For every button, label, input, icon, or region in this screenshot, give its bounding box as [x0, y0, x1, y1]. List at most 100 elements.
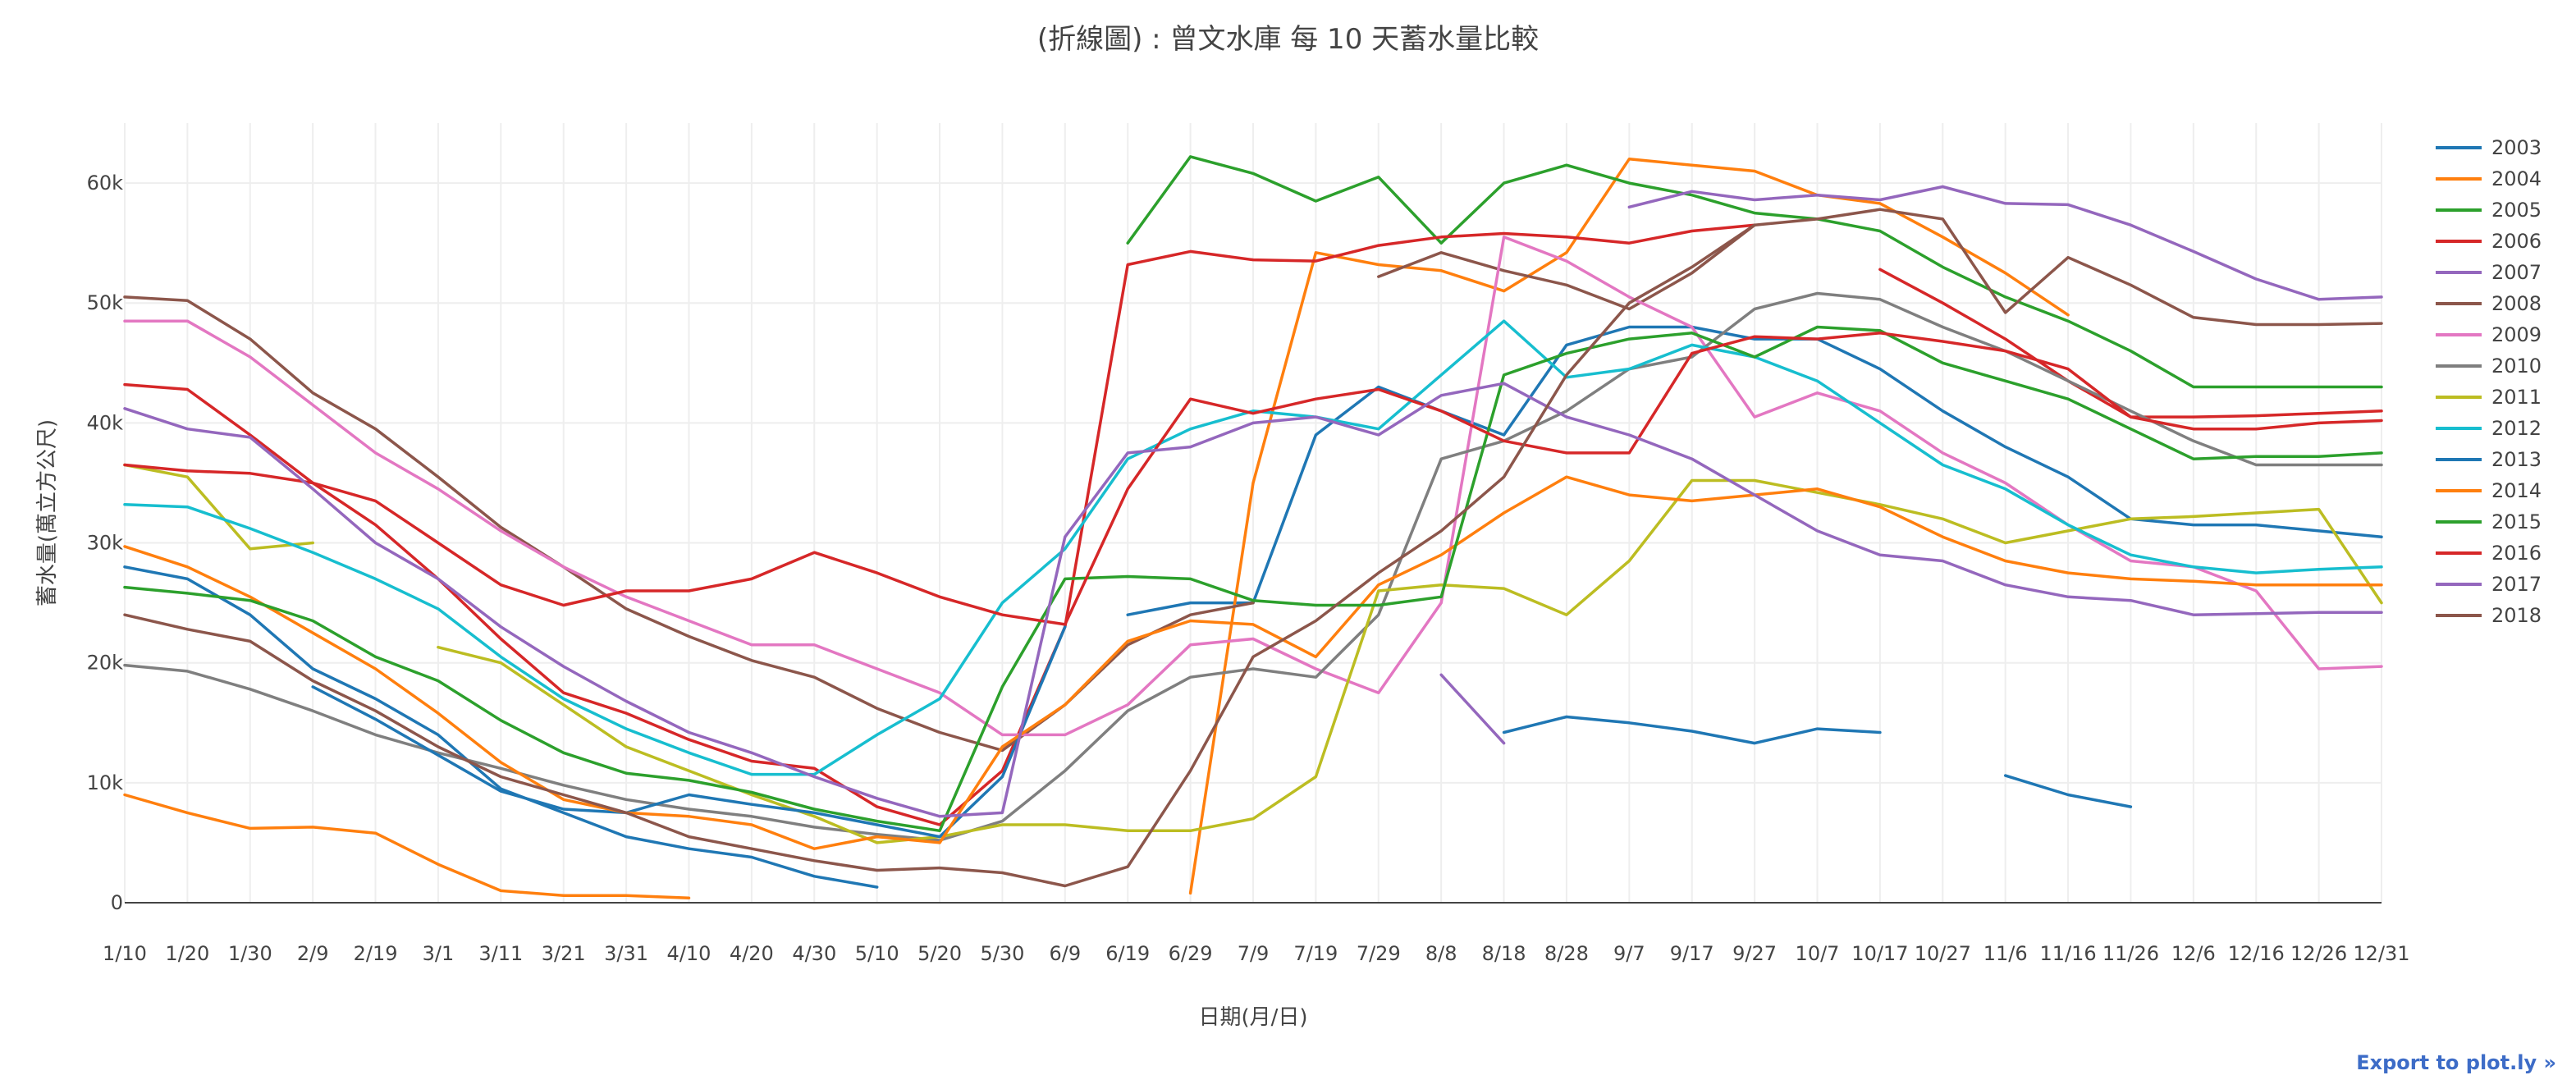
- series-line-2003[interactable]: [123, 565, 879, 889]
- legend-label: 2003: [2491, 136, 2542, 159]
- series-line-2005[interactable]: [1126, 155, 2383, 389]
- x-tick-label: 5/10: [855, 942, 899, 965]
- legend-label: 2013: [2491, 448, 2542, 471]
- series-2015[interactable]: [123, 325, 2383, 833]
- legend-item-2005[interactable]: 2005: [2436, 199, 2542, 222]
- series-line-2009[interactable]: [123, 236, 2383, 737]
- x-tick-label: 9/7: [1613, 942, 1645, 965]
- legend-label: 2012: [2491, 417, 2542, 440]
- series-line-2015[interactable]: [123, 325, 2383, 833]
- x-tick-label: 11/26: [2102, 942, 2159, 965]
- x-tick-label: 11/6: [1983, 942, 2028, 965]
- x-tick-label: 1/30: [228, 942, 272, 965]
- legend-item-2006[interactable]: 2006: [2436, 230, 2542, 253]
- x-tick-label: 2/19: [354, 942, 398, 965]
- legend-item-2016[interactable]: 2016: [2436, 542, 2542, 565]
- series-line-2008[interactable]: [1377, 208, 2383, 327]
- legend-item-2007[interactable]: 2007: [2436, 261, 2542, 284]
- x-tick-label: 10/27: [1915, 942, 1971, 965]
- series-line-2004[interactable]: [123, 793, 691, 899]
- legend-item-2012[interactable]: 2012: [2436, 417, 2542, 440]
- y-tick-label: 40k: [87, 411, 124, 434]
- legend-label: 2007: [2491, 261, 2542, 284]
- series-2003[interactable]: [123, 325, 2383, 889]
- legend-label: 2008: [2491, 292, 2542, 315]
- legend-label: 2005: [2491, 199, 2542, 222]
- series-line-2013[interactable]: [311, 625, 1067, 839]
- x-tick-label: 7/19: [1293, 942, 1338, 965]
- series-line-2017[interactable]: [123, 382, 2383, 818]
- series-line-2018[interactable]: [123, 223, 1756, 888]
- legend-label: 2006: [2491, 230, 2542, 253]
- legend-item-2003[interactable]: 2003: [2436, 136, 2542, 159]
- series-line-2013[interactable]: [1502, 715, 1882, 745]
- x-tick-label: 8/18: [1482, 942, 1526, 965]
- legend-label: 2016: [2491, 542, 2542, 565]
- x-tick-label: 11/16: [2039, 942, 2096, 965]
- series-2014[interactable]: [123, 475, 2383, 850]
- x-tick-label: 12/26: [2290, 942, 2347, 965]
- y-tick-label: 60k: [87, 172, 124, 194]
- legend-item-2004[interactable]: 2004: [2436, 167, 2542, 190]
- series-line-2014[interactable]: [123, 475, 2383, 850]
- series-2016[interactable]: [123, 332, 2383, 626]
- legend-item-2008[interactable]: 2008: [2436, 292, 2542, 315]
- x-tick-label: 6/9: [1050, 942, 1082, 965]
- series-2005[interactable]: [1126, 155, 2383, 389]
- series-layer: [123, 155, 2383, 899]
- legend-label: 2018: [2491, 604, 2542, 627]
- series-2012[interactable]: [123, 319, 2383, 776]
- legend[interactable]: 2003 2004 2005 2006 2007 2008 2009 2010 2011 2012…: [2436, 136, 2542, 627]
- legend-item-2011[interactable]: 2011: [2436, 386, 2542, 409]
- x-tick-label: 8/8: [1425, 942, 1457, 965]
- legend-label: 2010: [2491, 355, 2542, 377]
- legend-item-2015[interactable]: 2015: [2436, 510, 2542, 533]
- export-to-plotly-link[interactable]: Export to plot.ly »: [2356, 1051, 2556, 1074]
- y-tick-label: 20k: [87, 652, 124, 675]
- series-line-2007[interactable]: [1439, 673, 1506, 745]
- series-line-2012[interactable]: [123, 319, 2383, 776]
- series-2013[interactable]: [311, 625, 2133, 839]
- legend-label: 2004: [2491, 167, 2542, 190]
- chart-title: (折線圖) : 曾文水庫 每 10 天蓄水量比較: [1036, 23, 1540, 56]
- y-axis-title: 蓄水量(萬立方公尺): [35, 419, 60, 606]
- legend-label: 2009: [2491, 323, 2542, 346]
- y-tick-label: 0: [111, 891, 123, 914]
- legend-item-2017[interactable]: 2017: [2436, 573, 2542, 596]
- y-tick-label: 10k: [87, 771, 124, 794]
- series-line-2016[interactable]: [123, 332, 2383, 626]
- legend-item-2018[interactable]: 2018: [2436, 604, 2542, 627]
- series-line-2011[interactable]: [123, 463, 314, 551]
- series-2018[interactable]: [123, 223, 1756, 888]
- x-tick-label: 12/16: [2228, 942, 2285, 965]
- legend-item-2010[interactable]: 2010: [2436, 355, 2542, 377]
- x-tick-label: 4/10: [667, 942, 711, 965]
- x-tick-label: 5/20: [917, 942, 962, 965]
- series-2009[interactable]: [123, 236, 2383, 737]
- series-2007[interactable]: [1439, 185, 2383, 745]
- x-axis-title: 日期(月/日): [1198, 1005, 1307, 1030]
- x-tick-label: 10/17: [1851, 942, 1908, 965]
- series-line-2003[interactable]: [1126, 325, 2383, 616]
- series-line-2006[interactable]: [123, 223, 1756, 826]
- x-tick-label: 12/31: [2353, 942, 2409, 965]
- legend-label: 2017: [2491, 573, 2542, 596]
- legend-item-2013[interactable]: 2013: [2436, 448, 2542, 471]
- x-tick-label: 12/6: [2171, 942, 2216, 965]
- legend-item-2009[interactable]: 2009: [2436, 323, 2542, 346]
- legend-label: 2011: [2491, 386, 2542, 409]
- series-2017[interactable]: [123, 382, 2383, 818]
- axis-layer: 1/10 1/20 1/30 2/9 2/19 3/1 3/11 3/21 3/31 4/10 4/…: [87, 172, 2410, 965]
- legend-label: 2014: [2491, 479, 2542, 502]
- series-2011[interactable]: [123, 463, 2383, 844]
- x-tick-label: 7/29: [1357, 942, 1401, 965]
- series-line-2011[interactable]: [437, 478, 2383, 844]
- x-tick-label: 3/21: [542, 942, 586, 965]
- x-tick-label: 7/9: [1238, 942, 1270, 965]
- x-tick-label: 8/28: [1544, 942, 1589, 965]
- series-line-2013[interactable]: [2003, 774, 2133, 808]
- x-tick-label: 6/19: [1105, 942, 1150, 965]
- series-line-2007[interactable]: [1627, 185, 2383, 301]
- legend-item-2014[interactable]: 2014: [2436, 479, 2542, 502]
